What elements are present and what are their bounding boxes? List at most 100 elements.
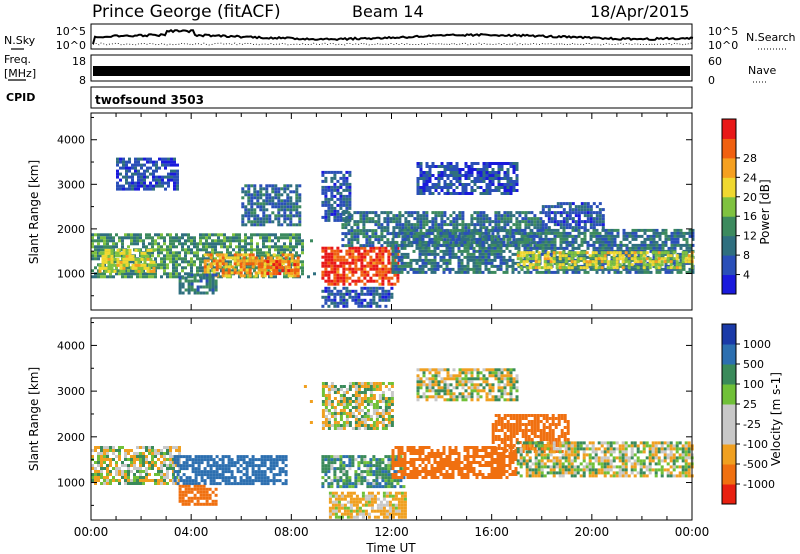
- power-cell: [283, 199, 287, 203]
- power-cell: [342, 261, 346, 265]
- power-cell: [128, 160, 131, 164]
- power-cell: [639, 254, 643, 258]
- power-cell: [392, 235, 396, 239]
- power-cell: [345, 289, 349, 293]
- power-cell: [369, 286, 373, 290]
- power-cell: [547, 226, 551, 230]
- power-cell: [175, 245, 178, 249]
- power-cell: [239, 274, 243, 278]
- power-cell: [136, 239, 139, 243]
- power-cell: [460, 243, 464, 247]
- power-cell: [257, 265, 261, 269]
- power-cell: [463, 237, 467, 241]
- power-cell: [218, 256, 222, 260]
- power-cell: [208, 282, 212, 286]
- power-cell: [476, 171, 480, 174]
- power-cell: [670, 243, 674, 247]
- power-cell: [387, 276, 391, 280]
- power-cell: [97, 248, 100, 252]
- power-cell: [442, 231, 446, 235]
- power-cell: [470, 180, 474, 183]
- velocity-cell: [94, 449, 97, 452]
- power-cell: [613, 234, 617, 238]
- power-cell: [428, 220, 432, 224]
- power-cell: [348, 173, 352, 177]
- power-cell: [146, 248, 150, 252]
- power-cell: [425, 171, 429, 174]
- power-cell: [339, 215, 343, 219]
- power-cell: [169, 245, 172, 249]
- power-cell: [339, 200, 343, 204]
- power-cell: [691, 243, 695, 247]
- power-cell: [455, 162, 459, 165]
- power-cell: [675, 257, 679, 261]
- power-cell: [415, 243, 419, 247]
- power-cell: [571, 267, 575, 271]
- power-cell: [594, 263, 598, 267]
- velocity-cell: [221, 479, 225, 483]
- power-cell: [286, 214, 290, 218]
- power-cell: [679, 270, 683, 274]
- velocity-cell: [251, 461, 255, 465]
- power-cell: [570, 254, 574, 258]
- power-cell: [640, 267, 644, 271]
- power-cell: [233, 271, 237, 275]
- power-cell: [236, 271, 240, 275]
- power-cell: [107, 263, 111, 267]
- power-cell: [627, 260, 631, 264]
- power-cell: [640, 264, 644, 268]
- power-cell: [461, 217, 465, 221]
- power-cell: [157, 245, 160, 249]
- power-cell: [491, 180, 495, 183]
- velocity-cell: [142, 446, 145, 449]
- power-cell: [389, 232, 393, 236]
- power-cell: [631, 231, 635, 235]
- power-cell: [381, 279, 385, 283]
- power-cell: [601, 267, 605, 271]
- power-cell: [478, 264, 482, 268]
- velocity-cell: [100, 452, 103, 455]
- power-cell: [676, 243, 680, 247]
- power-cell: [336, 255, 340, 259]
- power-cell: [457, 264, 461, 268]
- power-cell: [550, 270, 554, 274]
- power-cell: [211, 242, 214, 246]
- power-cell: [586, 243, 590, 247]
- power-cell: [664, 267, 668, 271]
- power-cell: [451, 246, 455, 250]
- velocity-cell: [179, 476, 183, 480]
- power-cell: [649, 243, 653, 247]
- power-cell: [439, 243, 443, 247]
- power-cell: [604, 267, 608, 271]
- power-cell: [601, 223, 605, 227]
- power-cell: [137, 178, 140, 182]
- power-cell: [122, 257, 126, 261]
- power-cell: [289, 248, 292, 252]
- power-cell: [253, 211, 257, 215]
- power-cell: [330, 252, 334, 256]
- power-cell: [436, 237, 440, 241]
- power-cell: [372, 261, 376, 265]
- power-cell: [502, 249, 506, 253]
- power-cell: [534, 257, 538, 261]
- velocity-cell: [178, 446, 181, 449]
- power-cell: [634, 270, 638, 274]
- power-cell: [386, 241, 390, 245]
- power-cell: [520, 237, 524, 241]
- power-cell: [366, 252, 370, 256]
- power-cell: [330, 212, 334, 216]
- power-cell: [631, 252, 635, 256]
- power-cell: [259, 187, 263, 191]
- power-cell: [503, 192, 507, 195]
- power-cell: [646, 243, 650, 247]
- power-cell: [589, 208, 593, 212]
- velocity-cell: [94, 467, 97, 470]
- power-cell: [547, 217, 551, 221]
- power-cell: [122, 269, 126, 273]
- power-cell: [604, 246, 608, 250]
- power-cell: [497, 220, 501, 224]
- velocity-cell: [94, 476, 97, 479]
- power-cell: [103, 272, 106, 276]
- power-cell: [268, 233, 271, 237]
- power-cell: [601, 246, 605, 250]
